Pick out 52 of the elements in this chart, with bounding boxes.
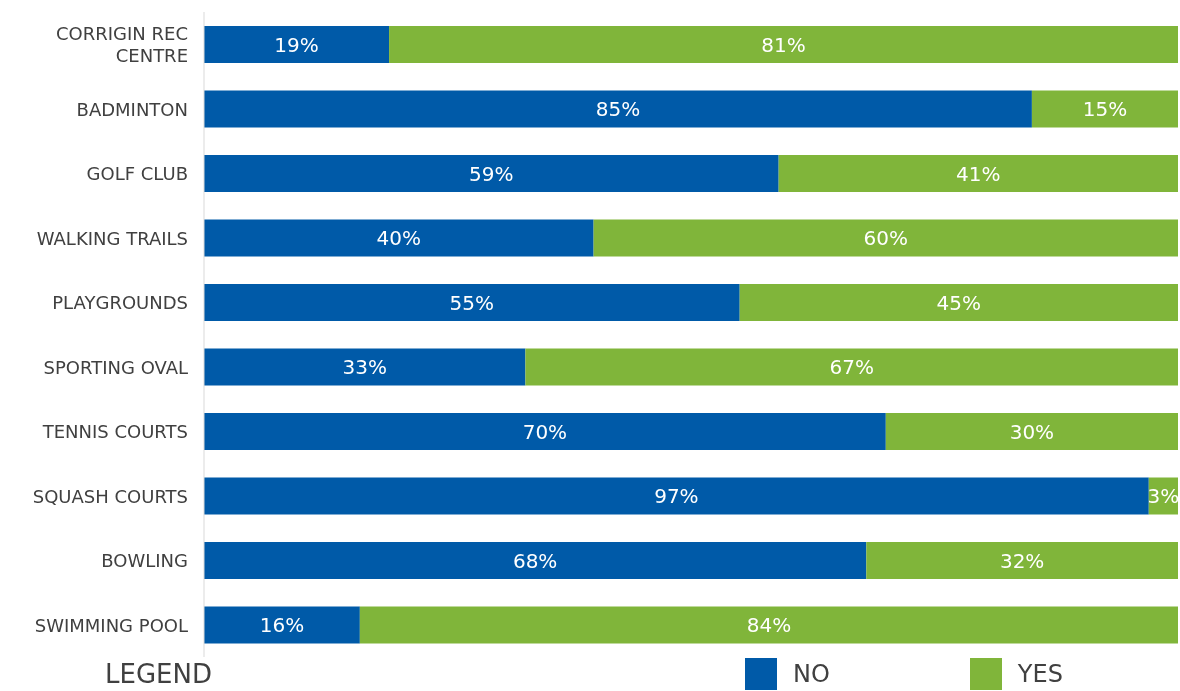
bar — [204, 606, 360, 644]
y-tick-label: SWIMMING POOL — [34, 614, 188, 636]
bar — [204, 477, 1149, 515]
bar — [739, 284, 1178, 321]
data-label: 60% — [863, 226, 909, 250]
y-tick-label: SQUASH COURTS — [32, 485, 188, 507]
bar — [204, 155, 779, 192]
data-label: 97% — [654, 484, 699, 508]
bar — [525, 348, 1178, 386]
data-label: 3% — [1147, 484, 1180, 508]
bar — [593, 219, 1178, 257]
bar — [204, 413, 886, 450]
y-tick-label: BOWLING — [101, 549, 188, 571]
data-label: 68% — [512, 548, 558, 573]
bar — [359, 606, 1178, 644]
data-label: 85% — [595, 97, 641, 121]
data-label: 16% — [259, 613, 305, 637]
data-label: 55% — [449, 290, 495, 315]
data-label: 19% — [274, 32, 319, 57]
data-label: 84% — [746, 613, 792, 637]
y-tick-label: TENNIS COURTS — [41, 420, 188, 442]
y-tick-label: GOLF CLUB — [86, 162, 188, 184]
bar — [204, 284, 740, 321]
bar — [204, 219, 594, 257]
bar — [204, 26, 390, 63]
bar — [1031, 90, 1178, 128]
data-label: 81% — [761, 32, 806, 57]
data-label: 30% — [1009, 419, 1055, 444]
y-tick-label: CORRIGIN REC CENTRE — [56, 22, 188, 66]
bar — [204, 542, 867, 579]
y-tick-label: BADMINTON — [76, 98, 188, 120]
bar — [885, 413, 1178, 450]
data-label: 67% — [829, 355, 874, 379]
legend-title: LEGEND — [105, 659, 213, 689]
y-tick-label: SPORTING OVAL — [43, 356, 188, 378]
bar — [204, 348, 526, 386]
data-label: 15% — [1082, 97, 1128, 121]
legend-label: YES — [1017, 660, 1063, 688]
data-label: 70% — [522, 419, 568, 444]
data-label: 59% — [469, 161, 514, 186]
data-label: 33% — [342, 355, 387, 379]
bar — [204, 90, 1032, 128]
data-label: 32% — [999, 548, 1045, 573]
data-label: 41% — [956, 161, 1001, 186]
y-tick-label: PLAYGROUNDS — [52, 291, 188, 313]
bar — [778, 155, 1178, 192]
bar — [389, 26, 1178, 63]
bar — [866, 542, 1178, 579]
data-label: 45% — [936, 290, 982, 315]
y-tick-label: WALKING TRAILS — [36, 227, 188, 249]
legend-label: NO — [793, 660, 830, 688]
data-label: 40% — [376, 226, 422, 250]
